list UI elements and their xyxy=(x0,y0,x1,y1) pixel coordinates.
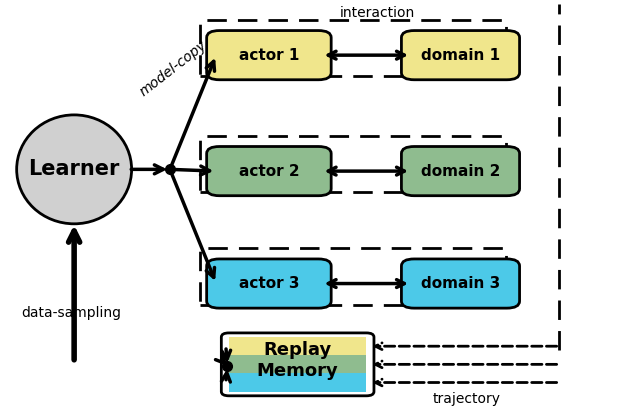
Text: domain 3: domain 3 xyxy=(421,276,500,291)
Text: domain 1: domain 1 xyxy=(421,48,500,63)
Bar xyxy=(200,136,506,192)
Text: Learner: Learner xyxy=(28,159,120,179)
FancyBboxPatch shape xyxy=(207,30,331,80)
Bar xyxy=(229,337,366,355)
Text: actor 2: actor 2 xyxy=(239,163,300,178)
Text: actor 1: actor 1 xyxy=(239,48,299,63)
Ellipse shape xyxy=(17,115,132,224)
FancyBboxPatch shape xyxy=(401,30,520,80)
Text: data-sampling: data-sampling xyxy=(21,306,121,320)
FancyBboxPatch shape xyxy=(401,146,520,196)
Text: Replay
Memory: Replay Memory xyxy=(257,342,339,380)
Text: domain 2: domain 2 xyxy=(421,163,500,178)
FancyBboxPatch shape xyxy=(207,259,331,308)
Bar xyxy=(229,355,366,374)
Text: trajectory: trajectory xyxy=(433,392,501,406)
Text: model-copy: model-copy xyxy=(137,38,209,99)
Bar xyxy=(200,20,506,76)
FancyBboxPatch shape xyxy=(401,259,520,308)
Bar xyxy=(200,248,506,305)
Bar xyxy=(229,374,366,391)
Text: actor 3: actor 3 xyxy=(239,276,299,291)
Text: interaction: interaction xyxy=(340,6,415,20)
FancyBboxPatch shape xyxy=(207,146,331,196)
